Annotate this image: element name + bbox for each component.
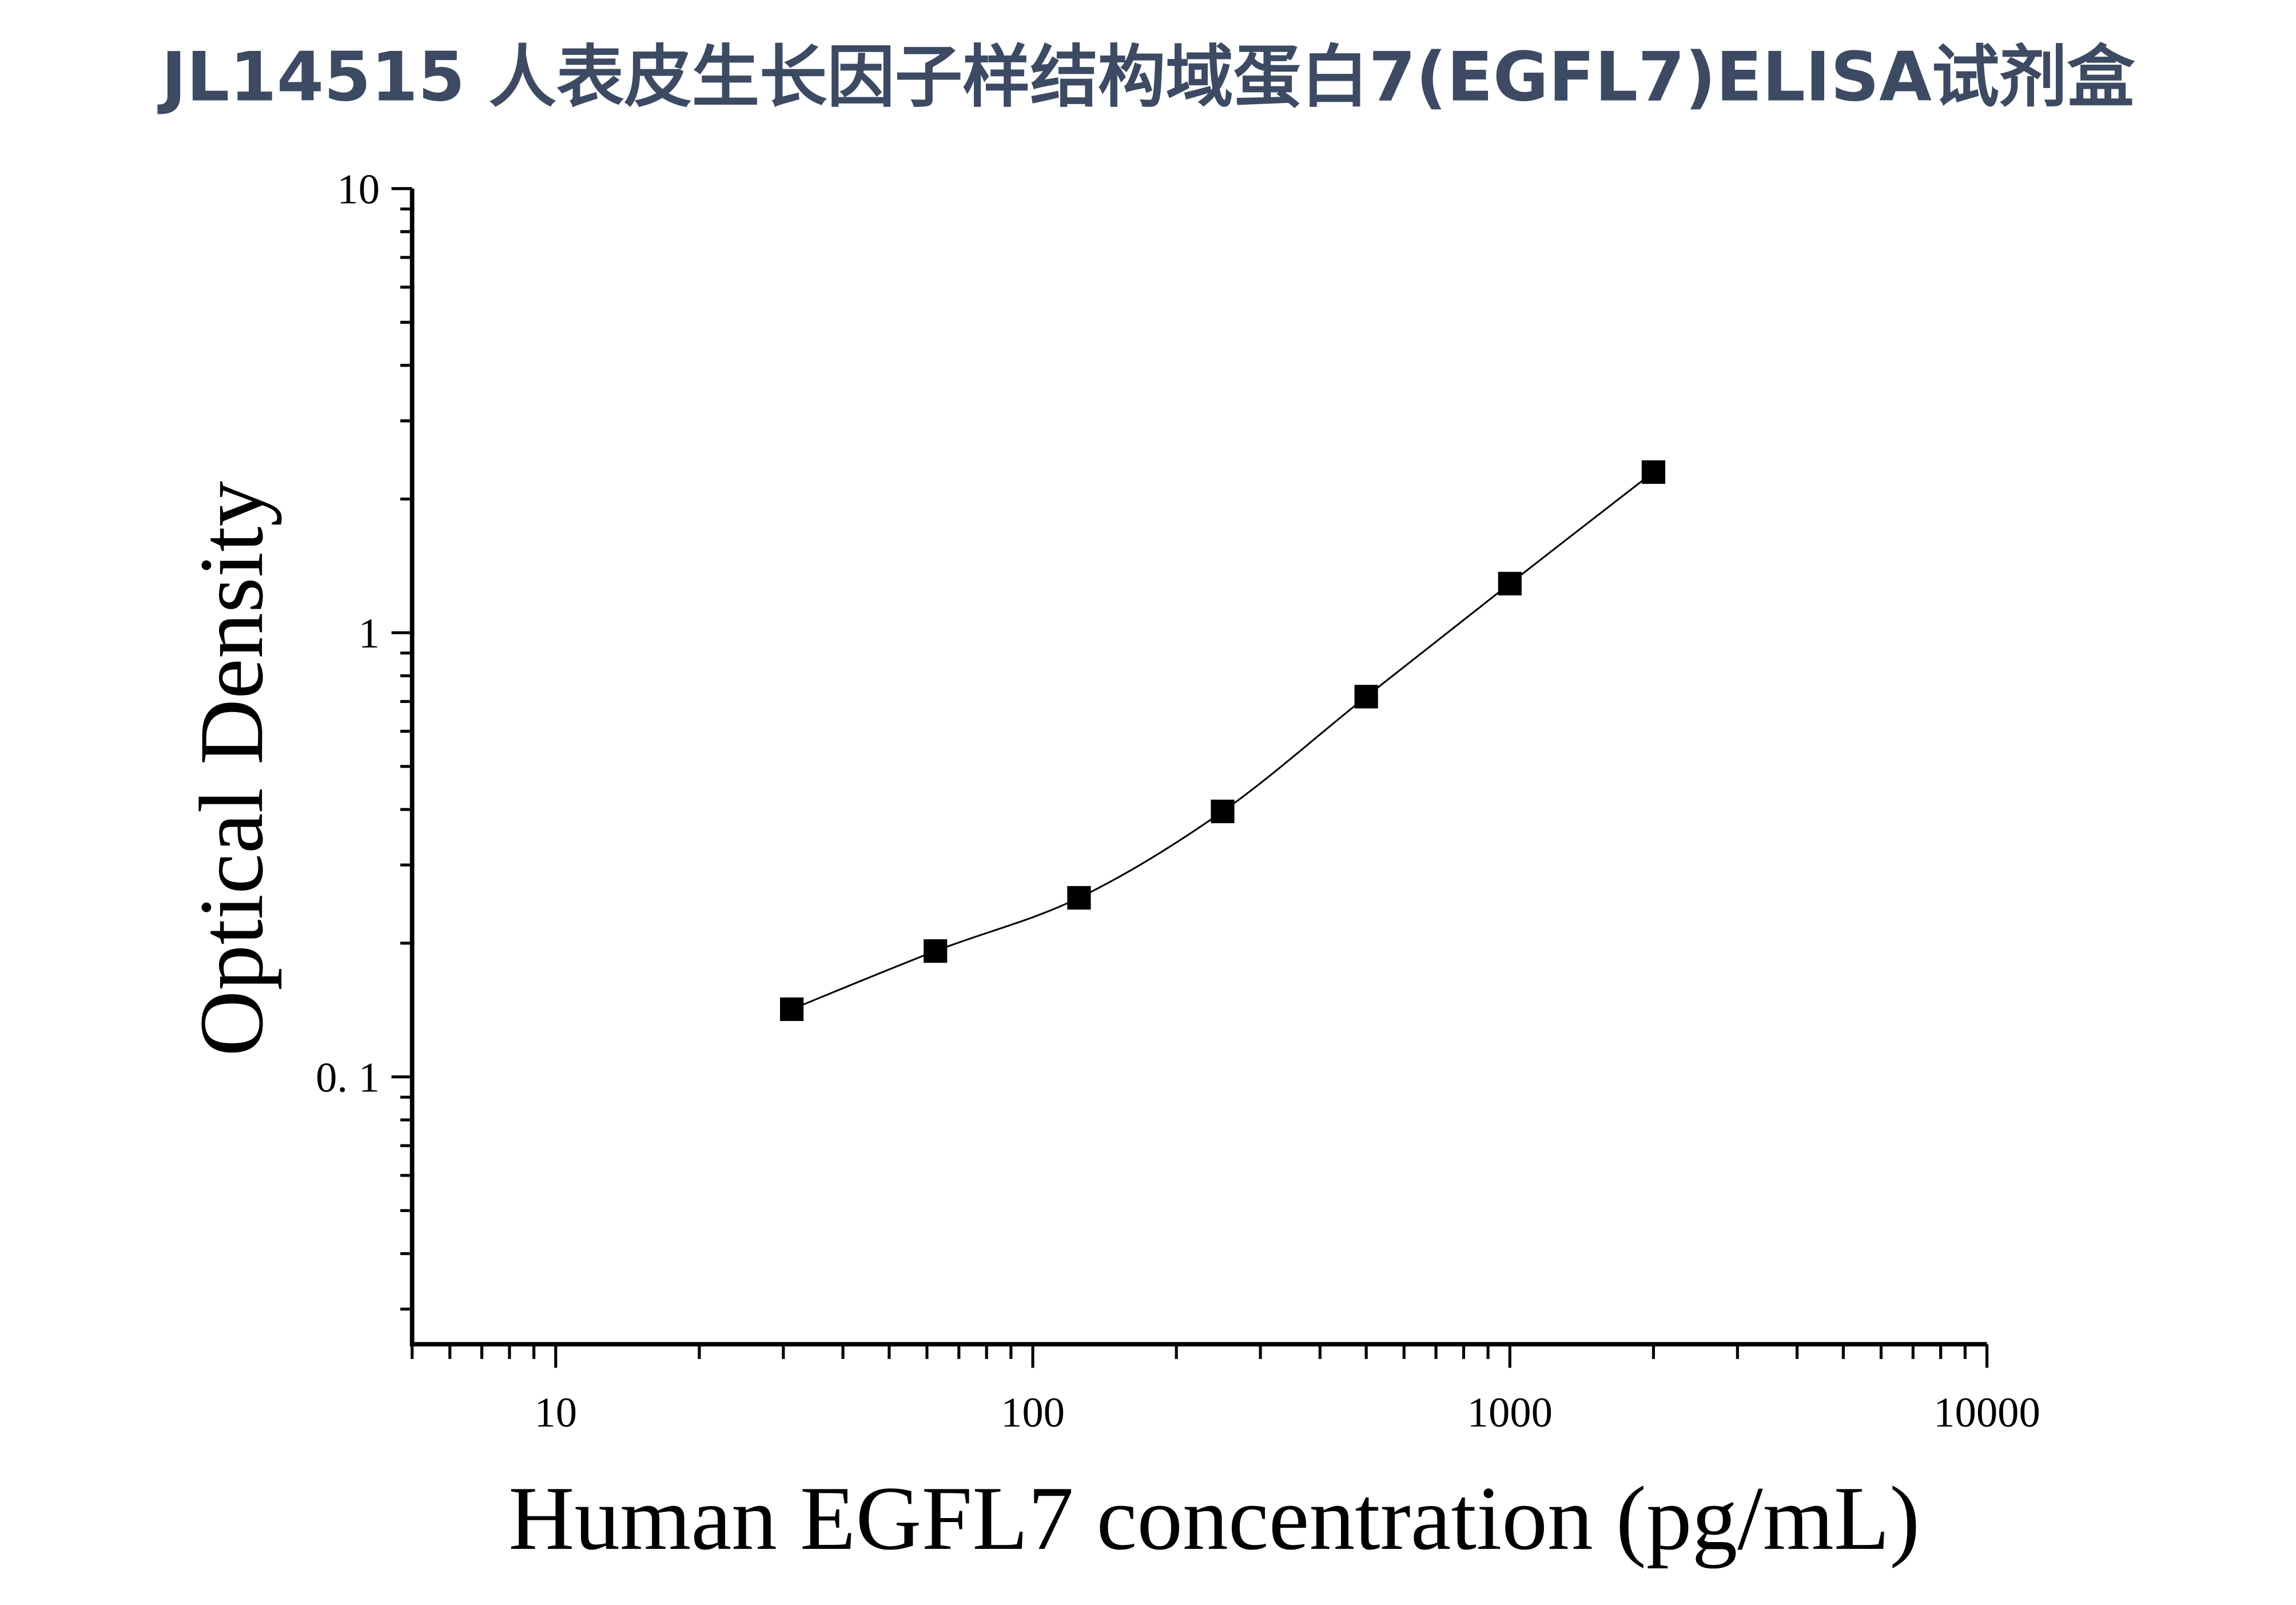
data-point [1211,799,1235,824]
data-point [924,939,948,963]
data-point [1498,571,1522,595]
y-tick-label: 1 [359,610,380,657]
x-tick-label: 1000 [1467,1389,1553,1436]
data-point [1067,886,1091,910]
y-axis-title: Optical Density [181,481,282,1056]
chart-title: JL14515 人表皮生长因子样结构域蛋白7(EGFL7)ELISA试剂盒 [157,37,2135,116]
x-axis-title: Human EGFL7 concentration (pg/mL) [508,1468,1920,1569]
data-marks [780,460,1665,1022]
data-point [1354,685,1378,709]
x-tick-label: 10000 [1933,1389,2040,1436]
x-tick-label: 10 [534,1389,577,1436]
data-point [780,997,804,1022]
y-tick-label: 10 [337,165,380,213]
y-tick-label: 0. 1 [316,1054,380,1101]
axes: 10 100 1000 10000 0. 1 1 10 [316,165,2040,1436]
fit-curve [791,471,1654,1010]
x-tick-label: 100 [1001,1389,1065,1436]
data-point [1641,460,1665,484]
